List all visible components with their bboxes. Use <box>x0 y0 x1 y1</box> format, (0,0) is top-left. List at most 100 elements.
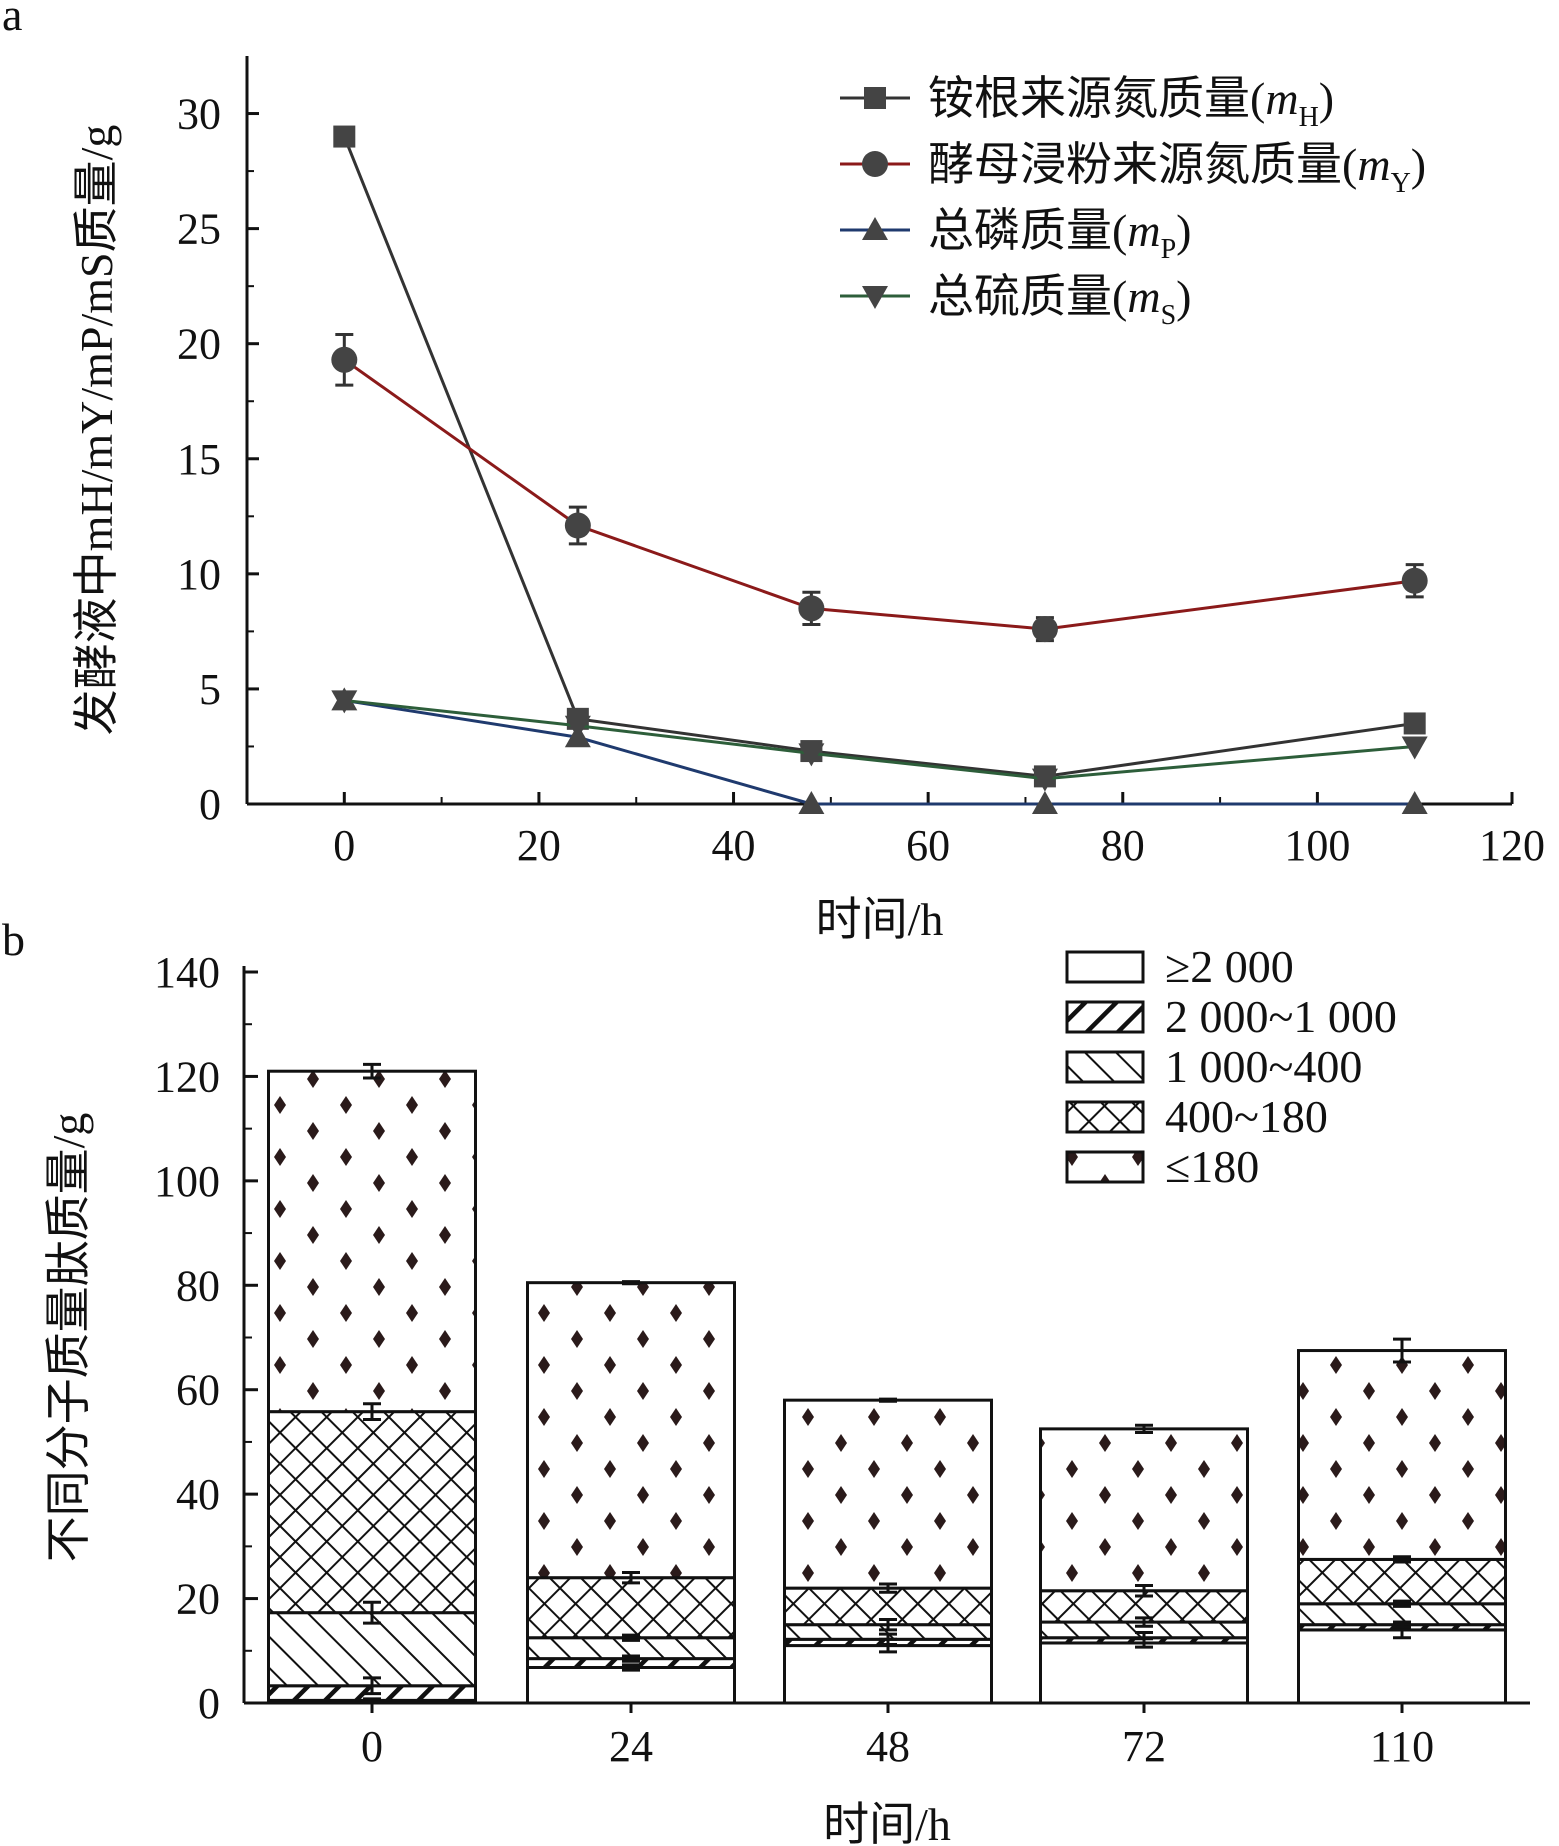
error-bar <box>363 1062 381 1080</box>
bar-segment <box>526 1281 736 1580</box>
x-axis-label: 时间/h <box>816 894 944 945</box>
data-point <box>1401 567 1428 594</box>
data-point <box>1031 768 1058 792</box>
y-tick-label: 120 <box>154 1052 220 1101</box>
series-line <box>344 698 1415 806</box>
bar-segment <box>526 1665 736 1705</box>
y-tick-label: 15 <box>177 435 221 484</box>
data-point <box>1401 791 1428 814</box>
bar-group-0 <box>267 1062 477 1705</box>
error-bar <box>879 1632 897 1647</box>
error-bar <box>1135 1423 1153 1435</box>
x-tick-label: 72 <box>1122 1722 1166 1771</box>
bar-group-24 <box>526 1280 736 1705</box>
legend-label: 总磷质量(mP) <box>928 205 1191 265</box>
error-bar <box>622 1633 640 1642</box>
error-bar <box>1393 1599 1411 1608</box>
data-point <box>333 125 356 148</box>
bar-segment <box>783 1644 993 1705</box>
legend-label: 1 000~400 <box>1165 1041 1362 1092</box>
error-bar <box>622 1570 640 1585</box>
x-axis-label: 时间/h <box>823 1799 951 1846</box>
data-point <box>1401 736 1428 760</box>
error-bar <box>622 1280 640 1286</box>
data-point <box>1403 712 1426 735</box>
error-bar <box>363 1600 381 1625</box>
panel-label-a: a <box>2 0 22 40</box>
y-tick-label: 30 <box>177 90 221 139</box>
data-point <box>798 743 825 767</box>
data-point <box>564 715 591 739</box>
data-point <box>798 791 825 814</box>
error-bar <box>1135 1616 1153 1628</box>
bar-segment <box>1039 1641 1249 1705</box>
legend-label: 铵根来源氮质量(mH) <box>928 73 1334 133</box>
legend-marker <box>862 151 888 177</box>
x-tick-label: 48 <box>866 1722 910 1771</box>
legend-label: 400~180 <box>1165 1091 1328 1142</box>
bar-segment <box>267 1069 477 1414</box>
bar-segment <box>783 1398 993 1590</box>
bar-segment <box>1297 1557 1507 1606</box>
y-tick-label: 5 <box>199 665 221 714</box>
y-tick-label: 0 <box>198 1679 220 1728</box>
bar-group-110 <box>1297 1337 1507 1705</box>
error-bar <box>1135 1584 1153 1598</box>
legend-swatch <box>1065 1000 1145 1034</box>
x-tick-label: 100 <box>1284 821 1350 870</box>
y-tick-label: 140 <box>154 948 220 997</box>
error-bar <box>1393 1337 1411 1364</box>
error-bar <box>879 1582 897 1594</box>
bar-segment <box>1297 1349 1507 1561</box>
series-P <box>331 687 1428 814</box>
y-tick-label: 100 <box>154 1157 220 1206</box>
legend-marker <box>864 87 886 109</box>
series-line <box>344 698 1415 781</box>
legend-marker <box>862 286 888 309</box>
error-bar <box>363 1402 381 1421</box>
legend-label: ≥2 000 <box>1165 941 1294 992</box>
bar-segment <box>1297 1628 1507 1705</box>
y-tick-label: 10 <box>177 550 221 599</box>
stacked-bar-chart: 0 20 40 60 80 100 120 140 0 24 48 72 110 时间/h 不同分子质量肽质… <box>43 941 1530 1846</box>
x-tick-label: 0 <box>361 1722 383 1771</box>
series-S <box>331 690 1428 792</box>
data-point <box>331 690 358 714</box>
series-Y <box>331 332 1428 643</box>
legend-label: 酵母浸粉来源氮质量(mY) <box>928 139 1426 199</box>
x-tick-label: 110 <box>1370 1722 1434 1771</box>
data-point <box>798 595 825 622</box>
bar-segment <box>1039 1427 1249 1593</box>
error-bar <box>363 1697 381 1704</box>
legend-swatch <box>1065 1100 1145 1134</box>
legend-label: ≤180 <box>1165 1141 1259 1192</box>
y-axis-label: 发酵液中mH/mY/mP/mS质量/g <box>71 125 122 736</box>
error-bar <box>879 1617 897 1632</box>
error-bar <box>622 1663 640 1672</box>
error-bar <box>363 1676 381 1696</box>
panel-label-b: b <box>2 914 25 965</box>
error-bar <box>1393 1620 1411 1629</box>
bar-segment <box>526 1576 736 1640</box>
x-tick-label: 40 <box>712 821 756 870</box>
data-point <box>331 346 358 373</box>
x-tick-label: 20 <box>517 821 561 870</box>
error-bar <box>1393 1555 1411 1564</box>
line-chart: 0 5 10 15 20 25 30 0 20 40 60 80 100 120 时间/h 发酵液中mH/mY… <box>71 56 1545 945</box>
error-bar <box>622 1654 640 1663</box>
legend-label: 2 000~1 000 <box>1165 991 1397 1042</box>
y-tick-label: 20 <box>176 1575 220 1624</box>
y-tick-label: 40 <box>176 1470 220 1519</box>
bar-group-48 <box>783 1397 993 1705</box>
y-tick-label: 80 <box>176 1261 220 1310</box>
data-point <box>1031 616 1058 643</box>
bar-segment <box>267 1410 477 1615</box>
legend-label: 总硫质量(mS) <box>928 271 1191 331</box>
y-tick-label: 0 <box>199 780 221 829</box>
bar-group-72 <box>1039 1423 1249 1705</box>
series-H <box>333 125 1426 788</box>
x-tick-label: 24 <box>609 1722 653 1771</box>
series-line <box>343 358 1415 631</box>
